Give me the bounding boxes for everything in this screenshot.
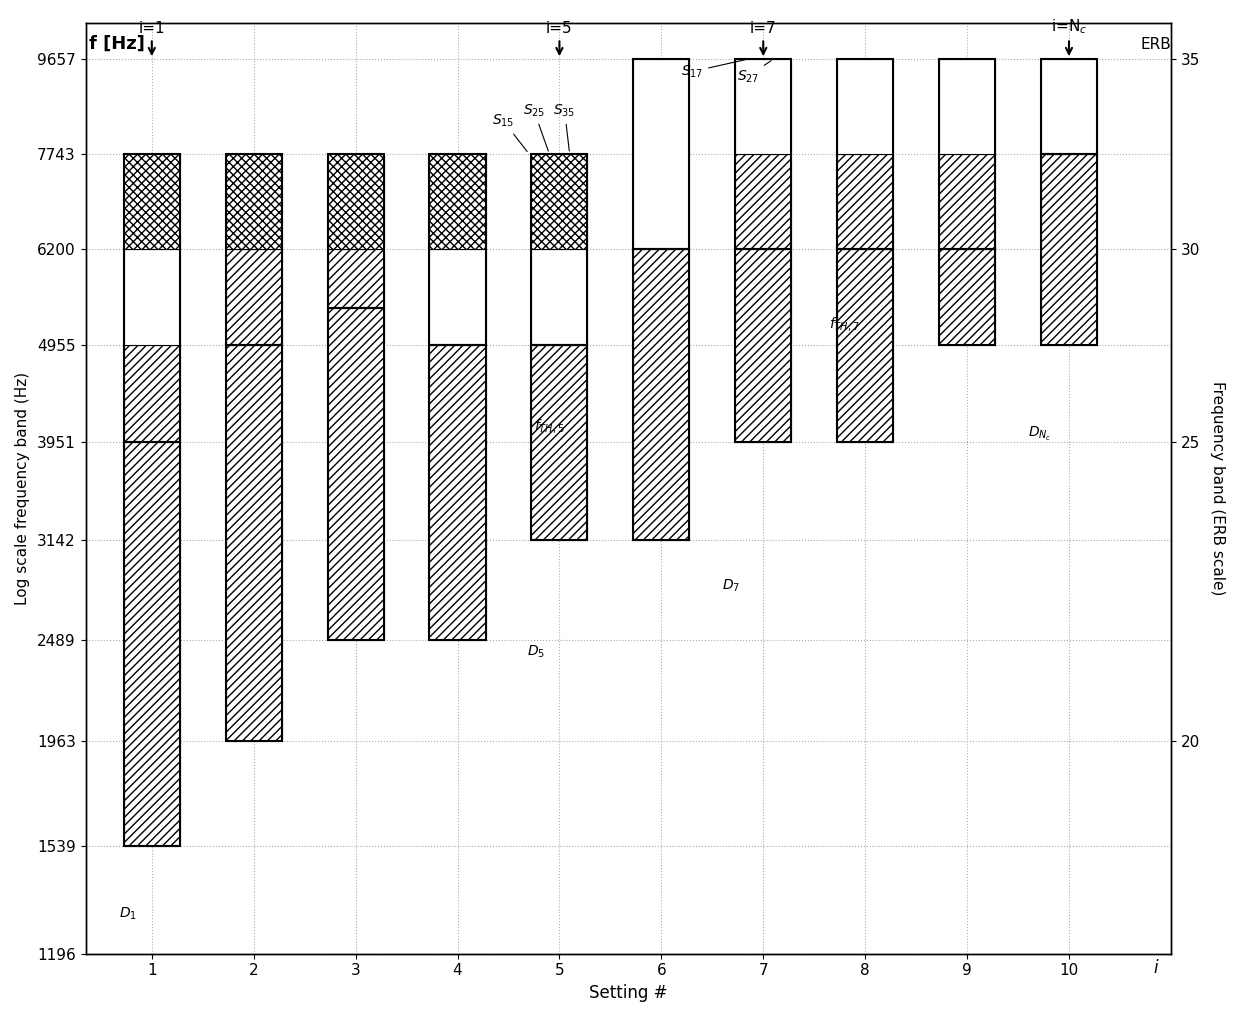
Bar bbox=[532, 154, 588, 345]
Bar bbox=[532, 154, 588, 249]
Bar bbox=[837, 59, 893, 249]
Bar bbox=[735, 249, 791, 442]
Bar bbox=[429, 345, 486, 640]
Bar bbox=[124, 345, 180, 442]
Bar bbox=[532, 345, 588, 540]
Bar bbox=[226, 249, 281, 345]
Bar bbox=[939, 59, 996, 249]
Bar bbox=[429, 345, 486, 640]
Bar bbox=[532, 249, 588, 345]
Text: $S_{25}$: $S_{25}$ bbox=[523, 103, 548, 152]
Text: $D_1$: $D_1$ bbox=[119, 906, 138, 922]
Text: $S_{27}$: $S_{27}$ bbox=[737, 61, 771, 84]
Text: i: i bbox=[1153, 959, 1158, 977]
Bar bbox=[939, 249, 996, 345]
Bar bbox=[429, 249, 486, 345]
Text: ERB: ERB bbox=[1141, 37, 1171, 52]
Bar bbox=[939, 59, 996, 154]
Bar bbox=[735, 249, 791, 442]
Bar bbox=[226, 154, 281, 249]
Bar bbox=[837, 154, 893, 249]
Bar bbox=[634, 249, 689, 540]
Bar bbox=[939, 249, 996, 345]
Bar bbox=[837, 59, 893, 154]
Text: $D_{N_c}$: $D_{N_c}$ bbox=[1028, 425, 1052, 442]
Bar bbox=[124, 442, 180, 846]
Text: $f_{TH,7}$: $f_{TH,7}$ bbox=[830, 315, 861, 334]
Text: i=1: i=1 bbox=[139, 20, 165, 54]
Text: $f_{TH,5}$: $f_{TH,5}$ bbox=[534, 417, 564, 435]
Bar bbox=[735, 59, 791, 249]
Bar bbox=[327, 308, 383, 640]
Bar bbox=[226, 154, 281, 345]
Bar bbox=[837, 249, 893, 442]
Bar bbox=[1040, 154, 1097, 345]
Text: $S_{15}$: $S_{15}$ bbox=[492, 113, 527, 152]
Bar bbox=[939, 154, 996, 249]
Text: f [Hz]: f [Hz] bbox=[88, 36, 145, 53]
Bar bbox=[124, 154, 180, 442]
Bar bbox=[124, 154, 180, 249]
Bar bbox=[1040, 154, 1097, 345]
Bar bbox=[327, 308, 383, 640]
Bar bbox=[735, 59, 791, 154]
Text: i=5: i=5 bbox=[546, 20, 573, 54]
Bar bbox=[327, 154, 383, 308]
Bar bbox=[429, 154, 486, 345]
Text: $S_{17}$: $S_{17}$ bbox=[681, 60, 745, 80]
Bar bbox=[532, 345, 588, 540]
Text: i=7: i=7 bbox=[750, 20, 776, 54]
Bar bbox=[327, 249, 383, 308]
Text: $S_{35}$: $S_{35}$ bbox=[553, 103, 575, 151]
Text: $D_5$: $D_5$ bbox=[527, 644, 544, 660]
Bar bbox=[837, 249, 893, 442]
Bar bbox=[429, 154, 486, 249]
Bar bbox=[226, 345, 281, 741]
Bar bbox=[735, 154, 791, 249]
Text: i=N$_c$: i=N$_c$ bbox=[1050, 17, 1087, 54]
Bar bbox=[634, 249, 689, 540]
Bar bbox=[124, 442, 180, 846]
Bar bbox=[634, 59, 689, 249]
Bar bbox=[124, 249, 180, 345]
X-axis label: Setting #: Setting # bbox=[589, 984, 667, 1002]
Bar bbox=[1040, 59, 1097, 154]
Bar bbox=[226, 345, 281, 741]
Y-axis label: Frequency band (ERB scale): Frequency band (ERB scale) bbox=[1210, 381, 1225, 596]
Bar bbox=[327, 154, 383, 249]
Text: $D_7$: $D_7$ bbox=[723, 578, 740, 594]
Y-axis label: Log scale frequency band (Hz): Log scale frequency band (Hz) bbox=[15, 372, 30, 605]
Bar bbox=[1040, 59, 1097, 154]
Bar bbox=[634, 59, 689, 249]
